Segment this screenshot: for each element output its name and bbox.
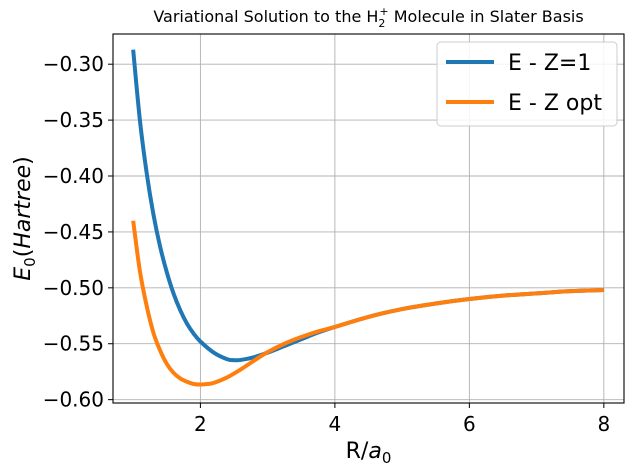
x-tick-label: 4	[329, 412, 342, 436]
y-tick-label: −0.45	[43, 220, 104, 244]
series-line-zopt	[131, 220, 604, 387]
y-tick-label: −0.55	[43, 332, 104, 356]
y-tick-label: −0.30	[43, 52, 104, 76]
y-label-open-paren: (	[11, 249, 36, 258]
title-suffix: Molecule in Slater Basis	[389, 7, 584, 26]
title-superscript: +	[379, 5, 388, 18]
title-prefix: Variational Solution to the H	[153, 7, 378, 26]
y-tick-label: −0.35	[43, 108, 104, 132]
x-label-italic: a	[368, 439, 381, 464]
legend-label-z1: E - Z=1	[508, 51, 591, 76]
x-tick-label: 6	[463, 412, 476, 436]
y-tick-label: −0.40	[43, 164, 104, 188]
legend-label-zopt: E - Z opt	[508, 91, 602, 116]
x-label-main: R/	[346, 439, 369, 464]
x-label-subscript: 0	[382, 449, 392, 467]
y-label-close-paren: )	[11, 156, 36, 165]
axis-ticks: 2 4 6 8 −0.30 −0.35 −0.40 −0.45 −0.50 −0.55 −0.60	[43, 52, 610, 436]
chart-title: Variational Solution to the H2+ Molecule…	[153, 5, 583, 30]
x-axis-label: R/a0	[346, 439, 392, 467]
y-axis-label: E0(Hartree)	[11, 156, 39, 280]
series-lines	[131, 49, 604, 387]
y-tick-label: −0.50	[43, 276, 104, 300]
x-tick-label: 2	[194, 412, 207, 436]
x-tick-label: 8	[597, 412, 610, 436]
legend: E - Z=1 E - Z opt	[436, 41, 618, 127]
y-label-subscript: 0	[21, 257, 39, 267]
plot-frame	[112, 33, 625, 404]
y-label-italic-main: E	[11, 267, 36, 281]
y-label-italic-rest: Hartree	[11, 165, 36, 249]
y-tick-label: −0.60	[43, 388, 104, 412]
title-subscript: 2	[378, 17, 385, 30]
